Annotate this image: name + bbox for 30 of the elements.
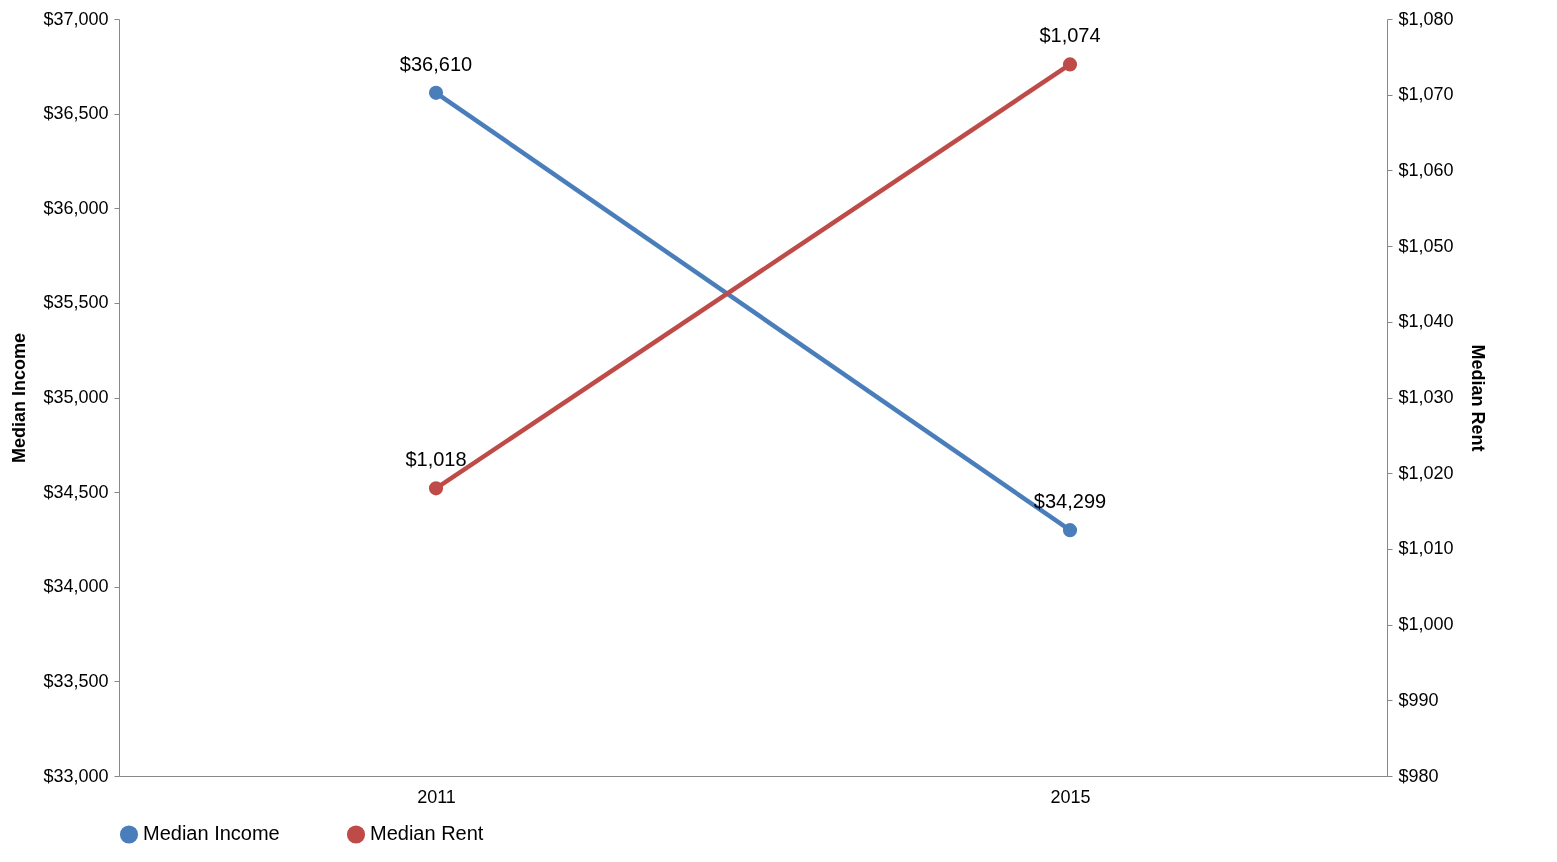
y2-tick-label: $1,020 [1398, 462, 1454, 483]
y-tick-label: $37,000 [43, 8, 109, 29]
y2-tick-label: $980 [1398, 765, 1439, 786]
data-label: $36,610 [399, 52, 473, 75]
y2-tick-label: $1,060 [1398, 159, 1454, 180]
y2-tick-label: $1,010 [1398, 538, 1454, 559]
y2-tick-label: $990 [1398, 689, 1439, 710]
y-axis-title: Median Income [9, 332, 30, 464]
data-label: $34,299 [1033, 490, 1107, 513]
data-label: $1,074 [1039, 24, 1101, 47]
y2-tick-label: $1,000 [1398, 614, 1454, 635]
y2-tick-label: $1,070 [1398, 84, 1454, 105]
x-tick-label: 2015 [1050, 786, 1091, 807]
legend-label: Median Rent [370, 822, 484, 845]
y-tick-label: $36,500 [43, 103, 109, 124]
y-tick-label: $36,000 [43, 197, 109, 218]
y-tick-label: $34,500 [43, 481, 109, 502]
legend-label: Median Income [143, 822, 280, 845]
y-tick-label: $35,000 [43, 387, 109, 407]
x-tick-label: 2011 [417, 786, 456, 807]
y2-tick-label: $1,030 [1398, 387, 1454, 407]
y-tick-label: $35,500 [43, 292, 109, 313]
y2-tick-label: $1,040 [1398, 311, 1454, 332]
data-label: $1,018 [405, 448, 467, 471]
y-tick-label: $34,000 [43, 576, 109, 597]
y2-axis-title: Median Rent [1467, 344, 1488, 452]
y2-tick-label: $1,080 [1398, 8, 1454, 29]
y-tick-label: $33,000 [43, 765, 109, 786]
y2-tick-label: $1,050 [1398, 235, 1454, 256]
y-tick-label: $33,500 [43, 670, 109, 691]
